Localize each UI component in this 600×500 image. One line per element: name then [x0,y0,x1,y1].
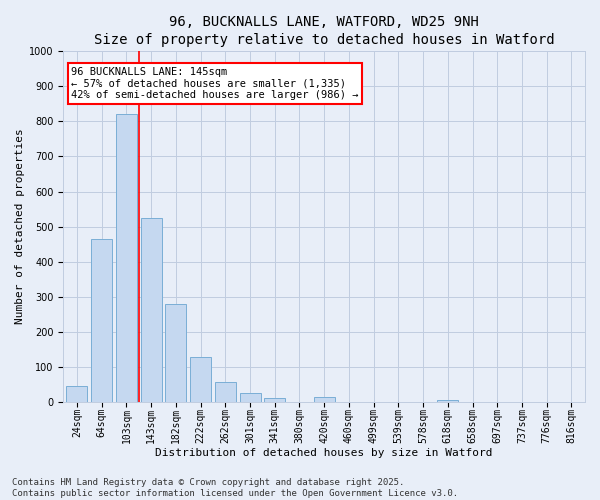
Bar [239,393,260,402]
X-axis label: Distribution of detached houses by size in Watford: Distribution of detached houses by size … [155,448,493,458]
Bar [264,398,285,402]
Text: 96 BUCKNALLS LANE: 145sqm
← 57% of detached houses are smaller (1,335)
42% of se: 96 BUCKNALLS LANE: 145sqm ← 57% of detac… [71,67,359,100]
Title: 96, BUCKNALLS LANE, WATFORD, WD25 9NH
Size of property relative to detached hous: 96, BUCKNALLS LANE, WATFORD, WD25 9NH Si… [94,15,554,48]
Y-axis label: Number of detached properties: Number of detached properties [15,128,25,324]
Bar [91,239,112,402]
Text: Contains HM Land Registry data © Crown copyright and database right 2025.
Contai: Contains HM Land Registry data © Crown c… [12,478,458,498]
Bar [215,382,236,402]
Bar [166,304,187,402]
Bar [314,398,335,402]
Bar [190,357,211,402]
Bar [116,114,137,402]
Bar [140,218,161,402]
Bar [437,400,458,402]
Bar [67,386,88,402]
